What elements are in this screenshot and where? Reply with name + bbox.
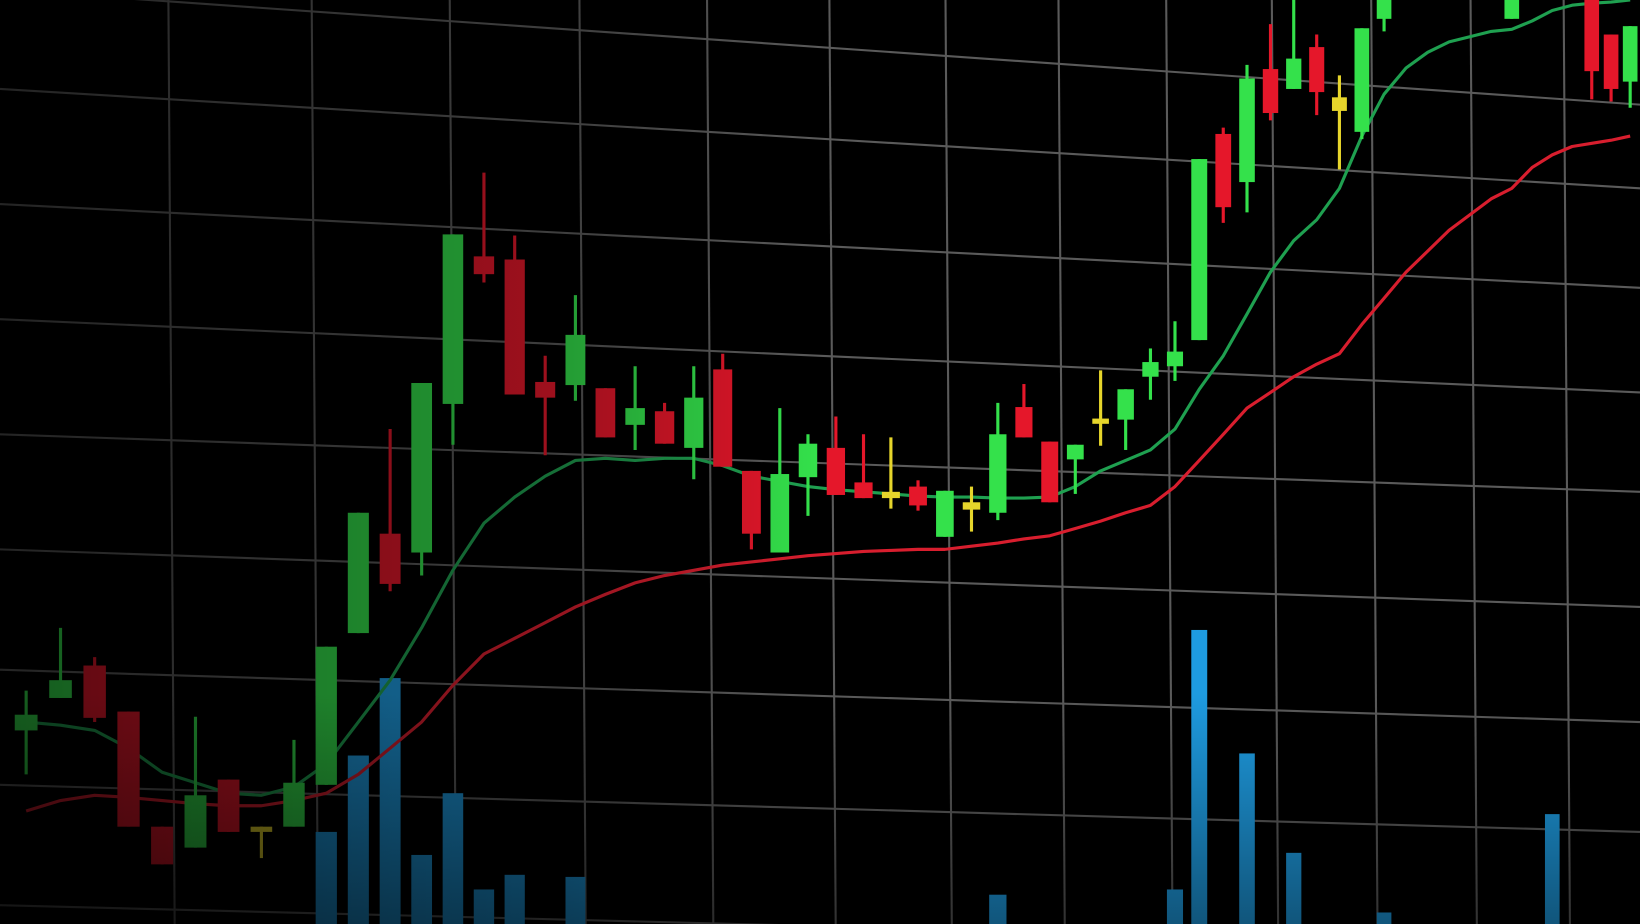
fade-overlay — [0, 0, 1640, 924]
chart — [0, 0, 1640, 924]
